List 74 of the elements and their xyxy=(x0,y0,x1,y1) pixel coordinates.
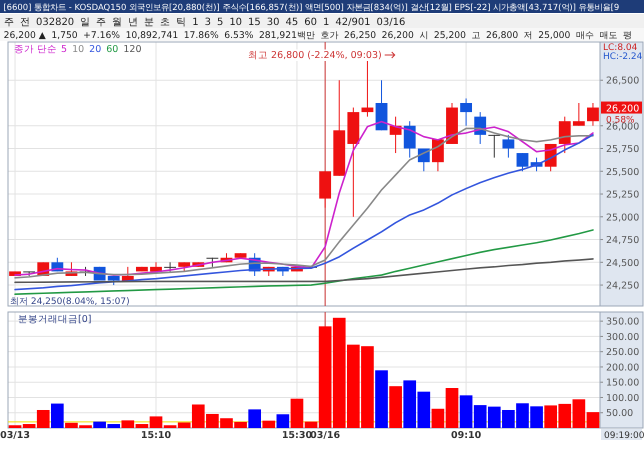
text: 호가 xyxy=(320,30,338,41)
text: 일 xyxy=(80,17,90,28)
text: 17.86% xyxy=(184,30,219,41)
text: 03/16 xyxy=(376,17,406,28)
x-tick-label: 15:30 xyxy=(282,430,312,441)
text: LC:8.04 xyxy=(603,43,638,53)
y-tick-label: 250.00 xyxy=(606,347,640,358)
text: 분 xyxy=(144,17,154,28)
text: 3 xyxy=(204,17,211,28)
text: 60 xyxy=(106,44,118,55)
text: 42/901 xyxy=(335,17,371,28)
legend-title: 종가 단순 xyxy=(14,44,58,55)
y-tick-label: 200.00 xyxy=(606,362,640,374)
y-tick-label: 100.00 xyxy=(606,392,640,404)
text: 10 xyxy=(72,44,84,55)
text: 26,200 xyxy=(382,30,414,41)
text: 20 xyxy=(89,44,102,55)
text: 25,200 xyxy=(434,30,466,41)
text: 주 xyxy=(96,17,106,28)
text: 6.53% xyxy=(224,30,254,41)
text: [6600] 통합차트 - KOSDAQ150 외국인보유[20,880(천)] 주식수[166,857(천)] 액면[500] 자본금[834(억)] 결산[12월] EPS[-22] 시가총액[43,717(억)] 유통비율[9 xyxy=(3,2,620,12)
text: 30 xyxy=(266,17,280,28)
text: 고 xyxy=(472,30,481,41)
text: 년 xyxy=(128,17,138,28)
text: 26,250 xyxy=(344,30,376,41)
text: 초 xyxy=(160,17,170,28)
text: 60 xyxy=(304,17,317,28)
text: 25,000 xyxy=(538,30,571,41)
text: 시 xyxy=(419,30,428,41)
text: 5 xyxy=(216,17,224,28)
text: 281,921백만 xyxy=(258,30,315,41)
text: HC:-2.24 xyxy=(603,52,643,62)
y-tick-label: 25,500 xyxy=(606,166,640,178)
y-tick-label: 25,750 xyxy=(606,144,640,156)
x-tick-label: 15:10 xyxy=(140,430,172,441)
text: 1 xyxy=(192,17,199,28)
x-tick-label: 03/16 xyxy=(310,430,340,441)
annotation: 최고 26,800 (-2.24%, 09:03) xyxy=(248,50,382,61)
text: 평 xyxy=(622,30,632,41)
text: 26,200 xyxy=(606,104,640,115)
y-tick-label: 350.00 xyxy=(606,316,640,328)
text: 26,800 xyxy=(486,30,518,41)
y-tick-label: 25,250 xyxy=(606,190,640,201)
text: 저 xyxy=(524,30,533,41)
text: 15 xyxy=(248,17,261,28)
y-tick-label: 25,000 xyxy=(606,212,640,224)
text: 전 xyxy=(20,17,30,28)
text: 주 xyxy=(4,17,14,28)
text: 1,750 xyxy=(51,30,78,41)
y-tick-label: 150.00 xyxy=(606,378,640,389)
text: 10 xyxy=(229,17,242,28)
text: 5 xyxy=(61,44,68,55)
x-tick-label: 09:10 xyxy=(450,430,482,441)
y-tick-label: 24,750 xyxy=(606,235,640,246)
text: 매도 xyxy=(599,30,618,41)
text: 09:19:00 xyxy=(604,431,644,441)
chart-title: 분봉거래대금[0] xyxy=(18,314,92,325)
text: 032820 xyxy=(36,17,74,28)
text: 틱 xyxy=(176,17,186,28)
y-tick-label: 26,500 xyxy=(606,76,640,87)
text: 120 xyxy=(123,44,142,55)
text: 월 xyxy=(112,17,122,28)
text: 26,200 ▲ xyxy=(4,30,47,41)
text: 45 xyxy=(286,17,298,28)
x-tick-label: 03/13 xyxy=(0,430,30,441)
annotation: 최저 24,250(8.04%, 15:07) xyxy=(10,297,130,307)
text: 매수 xyxy=(576,30,594,41)
y-tick-label: 300.00 xyxy=(606,332,640,343)
text: 10,892,741 xyxy=(126,30,178,41)
y-tick-label: 50.00 xyxy=(606,408,634,420)
y-tick-label: 24,500 xyxy=(606,258,640,269)
text: 1 xyxy=(322,17,330,28)
y-tick-label: 24,250 xyxy=(606,280,640,292)
text: +7.16% xyxy=(83,30,120,41)
